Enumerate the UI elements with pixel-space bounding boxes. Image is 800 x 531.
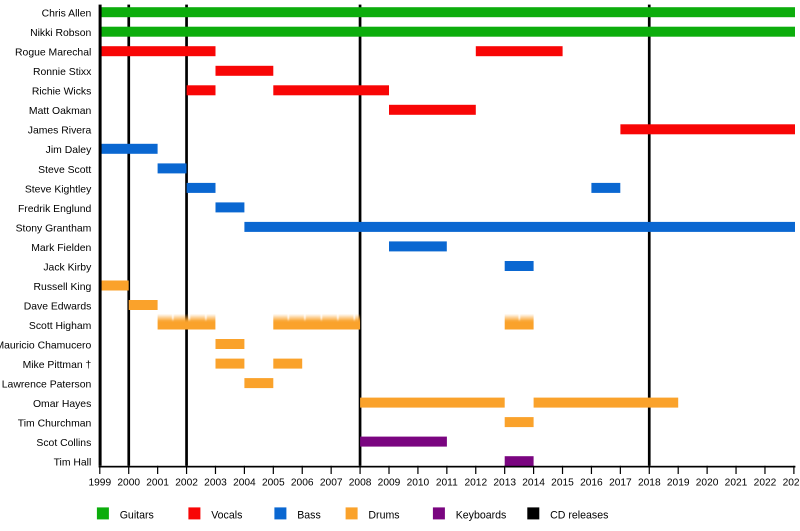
svg-text:Matt Oakman: Matt Oakman: [29, 106, 92, 117]
svg-text:Mike Pittman †: Mike Pittman †: [23, 360, 92, 371]
svg-text:2023: 2023: [783, 477, 800, 488]
svg-text:2012: 2012: [464, 477, 487, 488]
svg-text:2005: 2005: [262, 477, 285, 488]
svg-text:Tim Hall: Tim Hall: [54, 458, 92, 469]
svg-text:2019: 2019: [667, 477, 690, 488]
svg-text:Jim Daley: Jim Daley: [46, 145, 92, 156]
svg-text:Jack Kirby: Jack Kirby: [43, 262, 92, 273]
svg-text:Steve Scott: Steve Scott: [38, 165, 91, 176]
svg-text:James Rivera: James Rivera: [28, 126, 92, 137]
svg-text:2008: 2008: [349, 477, 372, 488]
svg-text:2015: 2015: [551, 477, 574, 488]
svg-text:Scot Collins: Scot Collins: [36, 438, 91, 449]
svg-text:2016: 2016: [580, 477, 603, 488]
svg-text:Bass: Bass: [297, 509, 321, 521]
svg-text:2018: 2018: [638, 477, 661, 488]
svg-text:2004: 2004: [233, 477, 256, 488]
svg-text:Stony Grantham: Stony Grantham: [16, 223, 92, 234]
svg-text:2011: 2011: [436, 477, 458, 488]
svg-text:2013: 2013: [493, 477, 516, 488]
svg-text:2003: 2003: [204, 477, 227, 488]
svg-text:2007: 2007: [320, 477, 343, 488]
svg-text:2001: 2001: [146, 477, 169, 488]
svg-text:Ronnie Stixx: Ronnie Stixx: [33, 67, 92, 78]
svg-text:Keyboards: Keyboards: [456, 509, 507, 521]
svg-text:2006: 2006: [291, 477, 314, 488]
svg-text:2022: 2022: [754, 477, 777, 488]
svg-text:2010: 2010: [407, 477, 430, 488]
svg-text:1999: 1999: [88, 477, 111, 488]
svg-text:2000: 2000: [117, 477, 140, 488]
svg-text:Scott Higham: Scott Higham: [29, 321, 91, 332]
svg-text:Fredrik Englund: Fredrik Englund: [18, 204, 92, 215]
svg-text:Rogue Marechal: Rogue Marechal: [15, 48, 91, 59]
svg-text:Dave Edwards: Dave Edwards: [24, 301, 92, 312]
svg-text:Mark Fielden: Mark Fielden: [31, 243, 91, 254]
svg-text:2002: 2002: [175, 477, 198, 488]
svg-text:Chris Allen: Chris Allen: [42, 9, 92, 20]
svg-text:Drums: Drums: [368, 509, 399, 521]
svg-text:Nikki Robson: Nikki Robson: [30, 28, 91, 39]
svg-text:Russell King: Russell King: [34, 282, 92, 293]
svg-text:2009: 2009: [378, 477, 401, 488]
svg-text:Vocals: Vocals: [211, 509, 242, 521]
svg-text:Guitars: Guitars: [120, 509, 154, 521]
svg-text:Lawrence Paterson: Lawrence Paterson: [2, 380, 92, 391]
svg-text:Steve Kightley: Steve Kightley: [25, 184, 92, 195]
svg-text:2014: 2014: [522, 477, 545, 488]
svg-text:CD releases: CD releases: [550, 509, 608, 521]
svg-text:Omar Hayes: Omar Hayes: [33, 399, 91, 410]
svg-text:2017: 2017: [609, 477, 632, 488]
svg-text:2021: 2021: [725, 477, 748, 488]
svg-text:Richie Wicks: Richie Wicks: [32, 87, 91, 98]
svg-text:2020: 2020: [696, 477, 719, 488]
svg-text:Mauricio Chamucero: Mauricio Chamucero: [0, 340, 92, 351]
svg-text:Tim Churchman: Tim Churchman: [18, 419, 92, 430]
